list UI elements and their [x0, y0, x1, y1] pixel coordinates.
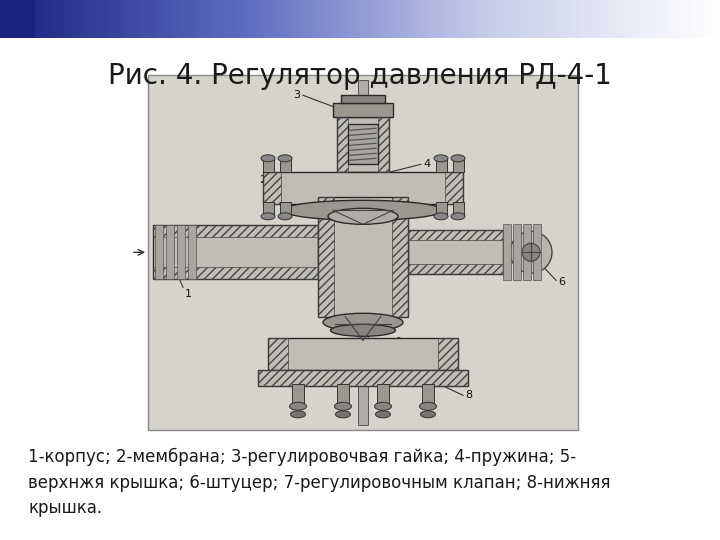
Text: 1-корпус; 2-мембрана; 3-регулировочвая гайка; 4-пружина; 5-
верхнжя крышка; 6-шт: 1-корпус; 2-мембрана; 3-регулировочвая г…: [28, 448, 611, 517]
Text: 5: 5: [430, 176, 437, 185]
Bar: [155, 225, 163, 279]
Bar: [513, 224, 521, 280]
Ellipse shape: [278, 213, 292, 220]
Bar: [263, 172, 463, 204]
Text: 8: 8: [465, 390, 472, 400]
Bar: [408, 264, 503, 274]
Text: 4: 4: [423, 159, 430, 170]
Bar: [436, 158, 447, 172]
Text: Рис. 4. Регулятор давления РД-4-1: Рис. 4. Регулятор давления РД-4-1: [108, 62, 612, 90]
Text: 1: 1: [185, 289, 192, 299]
Ellipse shape: [434, 213, 448, 220]
Bar: [268, 338, 458, 370]
Bar: [408, 230, 503, 240]
Bar: [263, 158, 274, 172]
Ellipse shape: [330, 325, 395, 336]
Text: 3: 3: [293, 90, 300, 100]
Bar: [337, 117, 348, 172]
Text: 2: 2: [259, 176, 266, 185]
Ellipse shape: [451, 213, 465, 220]
Bar: [337, 117, 389, 172]
Ellipse shape: [323, 313, 403, 332]
Ellipse shape: [451, 155, 465, 162]
Bar: [378, 117, 389, 172]
Ellipse shape: [278, 155, 292, 162]
Bar: [318, 197, 334, 318]
Bar: [263, 202, 274, 217]
Ellipse shape: [420, 411, 436, 418]
Bar: [453, 202, 464, 217]
Ellipse shape: [522, 244, 540, 261]
Bar: [268, 338, 288, 370]
Bar: [422, 384, 434, 406]
Text: 7: 7: [440, 347, 447, 357]
Ellipse shape: [336, 411, 351, 418]
Bar: [358, 80, 368, 425]
Ellipse shape: [335, 402, 351, 410]
Bar: [292, 384, 304, 406]
Bar: [533, 224, 541, 280]
Bar: [177, 225, 185, 279]
Bar: [445, 172, 463, 204]
Bar: [453, 158, 464, 172]
Ellipse shape: [420, 402, 436, 410]
Bar: [436, 202, 447, 217]
Bar: [377, 384, 389, 406]
Bar: [438, 338, 458, 370]
Bar: [148, 75, 578, 430]
Bar: [392, 197, 408, 318]
Bar: [258, 370, 468, 386]
Bar: [408, 230, 503, 274]
Bar: [188, 225, 196, 279]
Bar: [333, 103, 393, 117]
Bar: [258, 370, 468, 386]
Bar: [280, 202, 291, 217]
Ellipse shape: [374, 402, 392, 410]
Bar: [166, 225, 174, 279]
Bar: [523, 224, 531, 280]
Ellipse shape: [290, 411, 305, 418]
Ellipse shape: [328, 208, 398, 224]
Ellipse shape: [261, 155, 275, 162]
Ellipse shape: [510, 231, 552, 273]
Bar: [153, 267, 318, 279]
Bar: [280, 158, 291, 172]
Bar: [348, 124, 378, 164]
Ellipse shape: [376, 411, 390, 418]
Bar: [318, 197, 408, 318]
Bar: [503, 224, 511, 280]
Bar: [153, 225, 318, 279]
Bar: [153, 225, 318, 237]
Ellipse shape: [434, 155, 448, 162]
Ellipse shape: [261, 213, 275, 220]
Bar: [341, 95, 385, 103]
Ellipse shape: [283, 200, 443, 220]
Bar: [337, 384, 349, 406]
Bar: [0, 0, 35, 38]
Ellipse shape: [289, 402, 307, 410]
Bar: [263, 172, 281, 204]
Text: 6: 6: [558, 278, 565, 287]
